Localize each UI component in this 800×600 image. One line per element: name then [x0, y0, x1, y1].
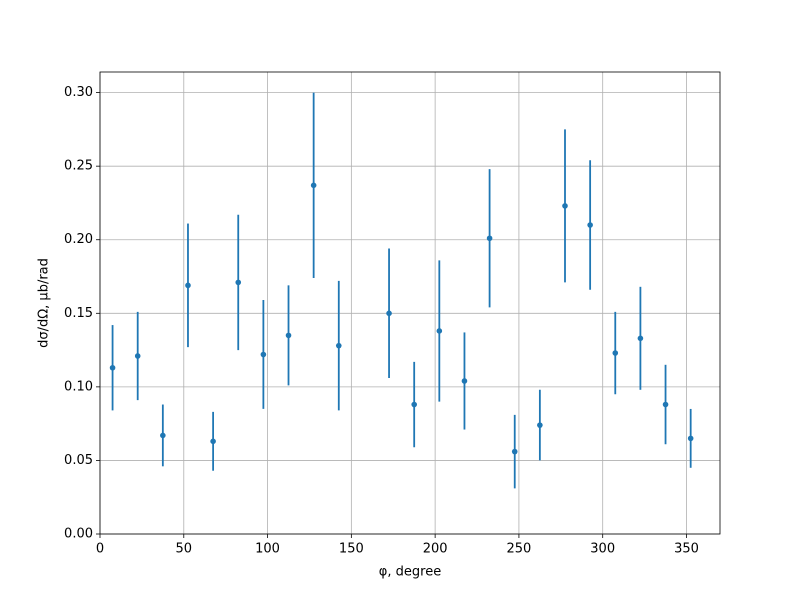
plot-frame [99, 71, 721, 535]
data-point [587, 222, 593, 228]
data-point [687, 435, 694, 442]
data-point [411, 401, 417, 408]
data-point [285, 332, 292, 339]
data-point [160, 432, 166, 439]
data-point [486, 235, 493, 242]
y-tick-label: 0.25 [64, 159, 93, 174]
y-tick-label: 0.15 [64, 306, 93, 321]
data-point [436, 328, 443, 334]
x-tick-label: 150 [339, 542, 364, 557]
data-point [662, 401, 669, 408]
x-tick-label: 200 [423, 542, 448, 557]
x-tick-label: 50 [176, 542, 193, 557]
data-point [310, 182, 317, 189]
x-tick-label: 0 [96, 542, 104, 557]
data-point [134, 353, 141, 359]
data-point [637, 335, 644, 342]
y-tick-label: 0.20 [64, 232, 93, 247]
y-tick-label: 0.00 [64, 527, 93, 542]
x-tick-label: 350 [674, 542, 699, 557]
x-tick-label: 100 [255, 542, 280, 557]
data-point [562, 203, 568, 209]
x-tick-label: 300 [590, 542, 615, 557]
data-point [235, 279, 242, 286]
data-point [537, 422, 543, 428]
data-point [185, 282, 191, 289]
data-point [386, 310, 392, 317]
data-point [461, 378, 468, 384]
y-tick-label: 0.05 [64, 453, 93, 468]
x-tick-label: 250 [507, 542, 532, 557]
y-tick-label: 0.10 [64, 379, 93, 394]
data-point [335, 342, 342, 349]
data-point [260, 351, 267, 358]
data-point [109, 364, 116, 371]
data-point [210, 438, 216, 445]
y-tick-label: 0.30 [64, 85, 93, 100]
x-axis-label: φ, degree [379, 565, 441, 580]
y-axis-label: dσ/dΩ, μb/rad [37, 258, 52, 348]
data-point [511, 448, 518, 455]
data-point [612, 350, 619, 356]
